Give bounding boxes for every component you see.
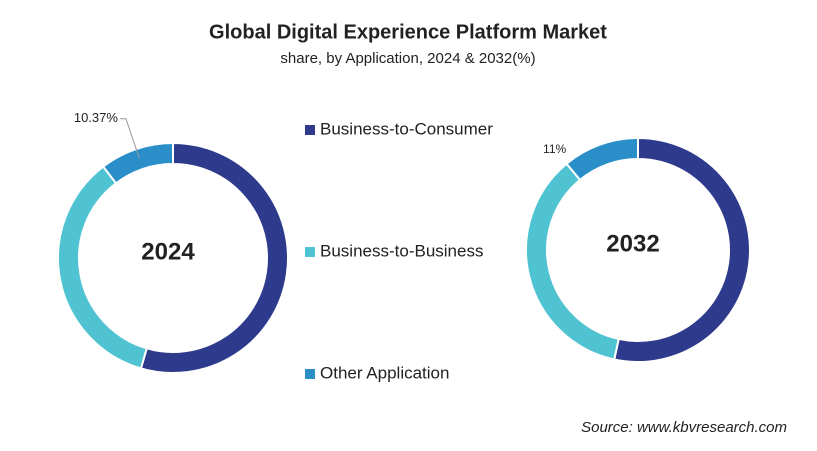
center-label: 2032 (606, 230, 659, 257)
legend-swatch (305, 369, 315, 379)
donut-slice (57, 165, 149, 370)
legend-swatch (305, 247, 315, 257)
donut-slice (139, 141, 289, 374)
donut-slice (565, 136, 639, 182)
data-label: 11% (543, 142, 566, 156)
legend-label: Business-to-Business (320, 241, 483, 260)
donut-slice (101, 141, 174, 185)
legend-swatch (305, 125, 315, 135)
donut-slice (525, 162, 620, 361)
chart-subtitle: share, by Application, 2024 & 2032(%) (280, 50, 535, 67)
data-label: 10.37% (74, 110, 119, 125)
leader-line (119, 118, 140, 159)
legend-label: Business-to-Consumer (320, 119, 493, 138)
source: Source: www.kbvresearch.com (581, 419, 787, 436)
center-label: 2024 (141, 238, 195, 265)
legend-label: Other Application (320, 363, 449, 382)
chart-title: Global Digital Experience Platform Marke… (209, 21, 607, 43)
